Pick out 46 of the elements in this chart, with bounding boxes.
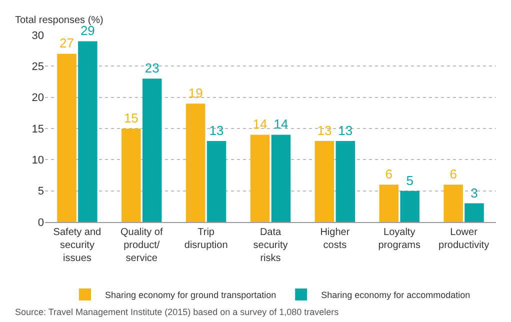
y-tick-label: 10 [32,154,44,167]
bar [314,140,334,222]
y-tick-label: 25 [32,61,44,74]
data-label: 13 [317,122,332,138]
bar [464,203,484,222]
bar [142,78,162,222]
bar [186,104,206,222]
data-label: 14 [274,116,288,132]
data-label: 6 [450,166,457,182]
y-tick-label: 15 [32,123,44,136]
legend-label: Sharing economy for accommodation [321,290,470,300]
data-label: 14 [252,116,268,132]
source-note: Source: Travel Management Institute (2015) based on a survey of 1,080 travelers [15,307,340,317]
y-tick-label: 30 [32,30,44,42]
y-tick-label: 20 [32,92,44,104]
x-tick-label: Loyalty programs [378,227,420,251]
data-label: 19 [188,86,203,101]
bar [122,128,141,222]
data-label: 27 [60,36,74,51]
bar [250,134,270,222]
data-label: 29 [80,23,95,38]
data-label: 13 [209,122,224,138]
bar [336,140,356,222]
y-axis-title: Total responses (%) [15,15,104,26]
x-tick-label: Lower productivity [438,227,490,251]
x-tick-label: Trip disruption [184,227,228,251]
bar [57,54,76,222]
bar [271,134,291,222]
bar [78,41,98,222]
bar [206,140,226,222]
data-label: 3 [470,185,478,200]
x-tick-label: Safety and security issues [53,227,102,264]
data-label: 5 [406,172,414,188]
x-tick-label: Data security risks [253,227,288,264]
bar [444,184,463,222]
x-tick-label: Higher costs [320,227,350,251]
y-tick-label: 5 [38,186,44,198]
bar [400,190,420,222]
data-label: 6 [385,166,393,182]
data-label: 23 [144,60,160,76]
y-tick-label: 0 [38,216,44,229]
x-tick-label: Quality of product/ service [120,227,163,264]
bar [379,184,399,222]
data-label: 15 [124,110,138,126]
data-label: 13 [338,122,353,138]
legend-label: Sharing economy for ground transportation [105,290,276,300]
